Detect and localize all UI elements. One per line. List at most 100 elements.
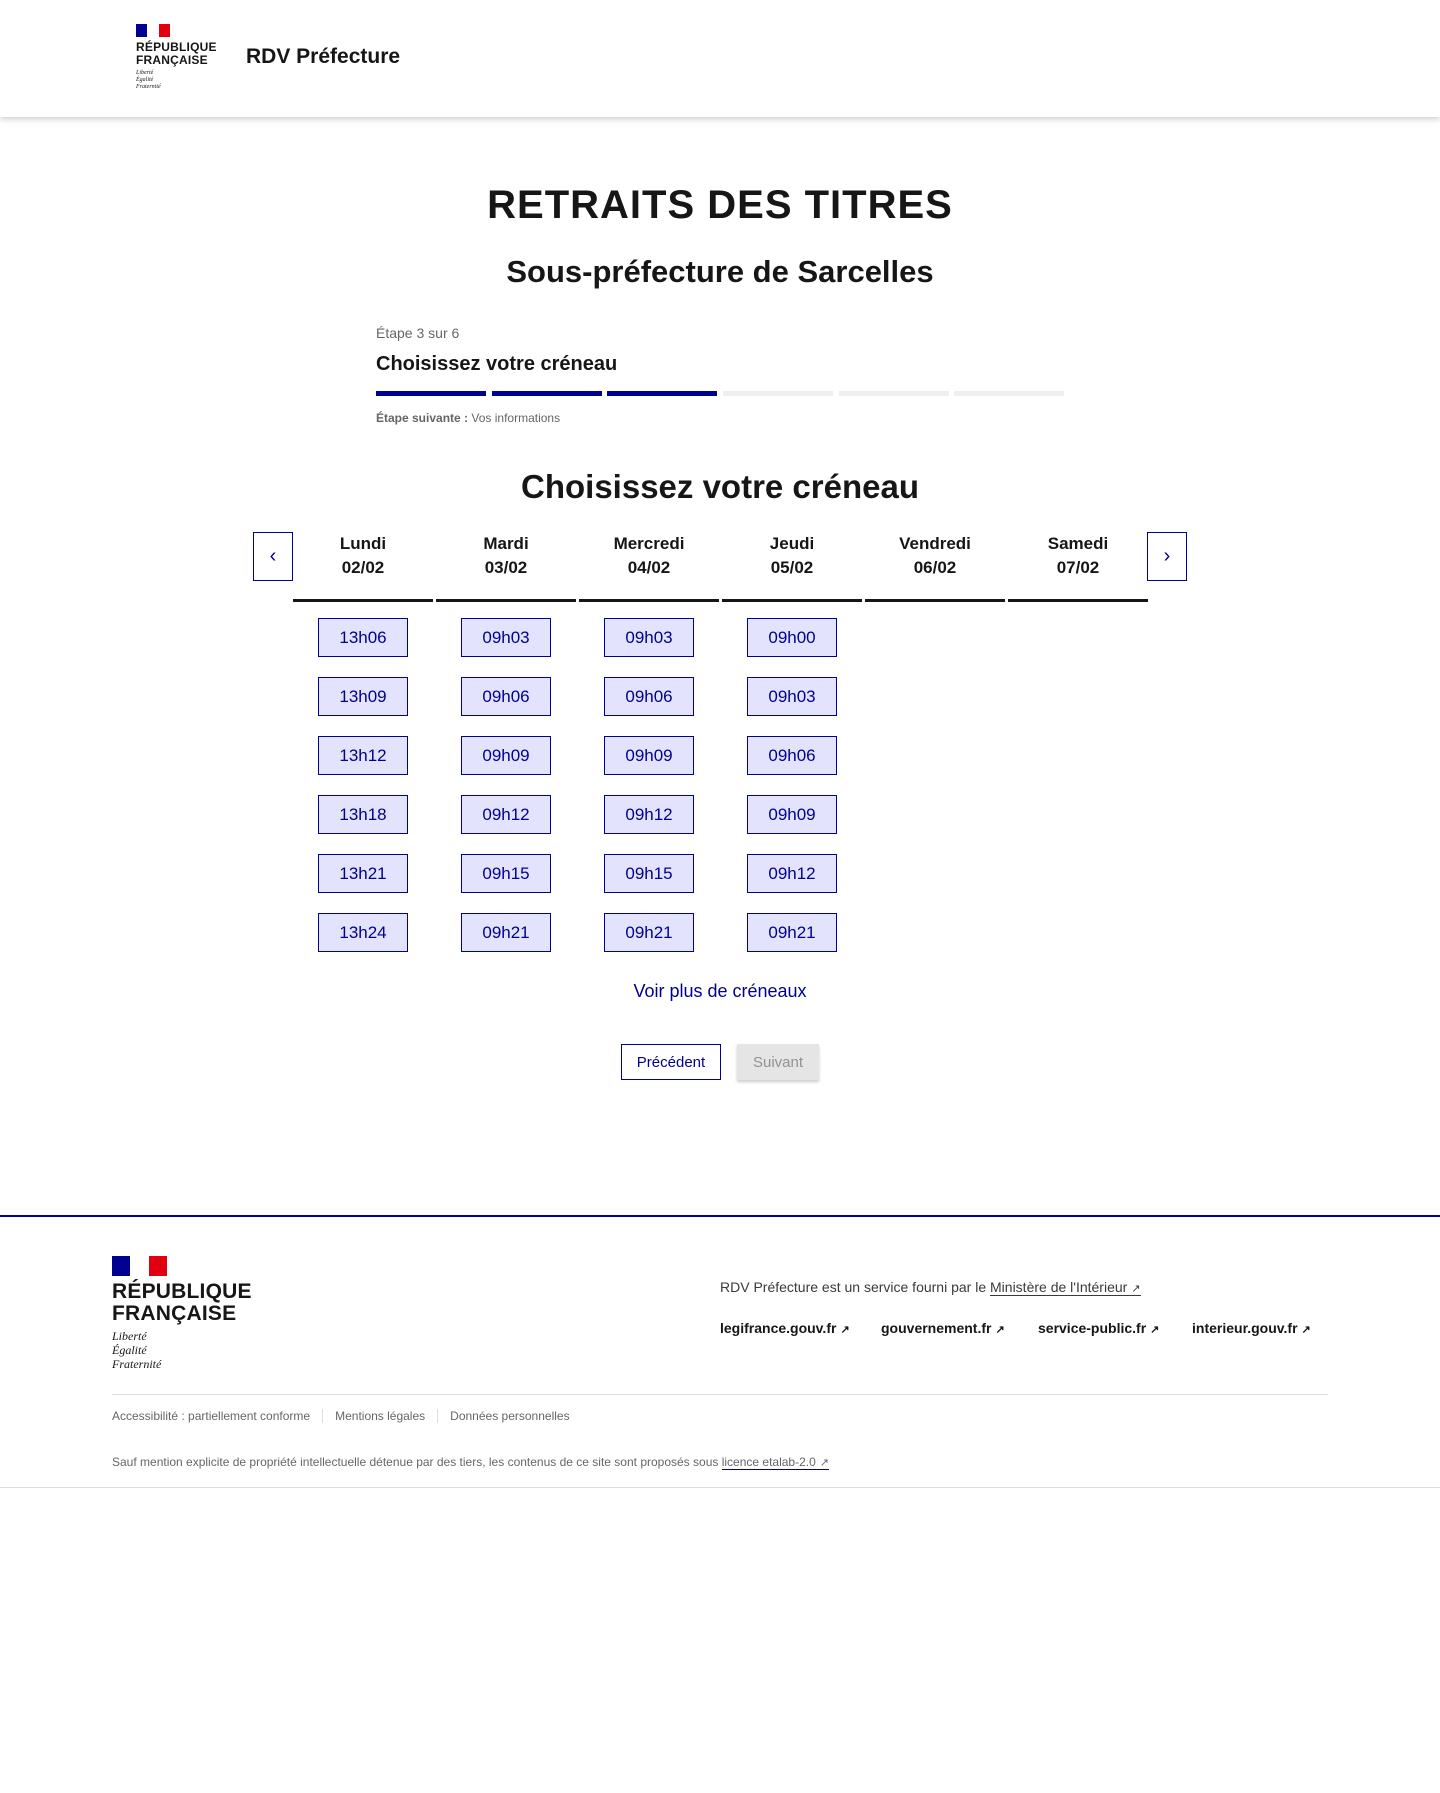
day-date: 04/02 <box>627 558 671 577</box>
external-link-icon: ↗ <box>840 1324 850 1336</box>
more-slots-link[interactable]: Voir plus de créneaux <box>633 981 807 1001</box>
day-name: Samedi <box>1047 534 1109 553</box>
footer-logo-line2: FRANÇAISE <box>112 1302 237 1325</box>
previous-week-button[interactable]: ‹ <box>253 532 293 581</box>
day-name: Mardi <box>483 534 529 553</box>
time-slot-button[interactable]: 09h12 <box>604 795 694 834</box>
previous-button[interactable]: Précédent <box>621 1044 721 1080</box>
footer-logo[interactable]: RÉPUBLIQUE FRANÇAISE Liberté Égalité Frater… <box>112 1256 252 1371</box>
time-slot-button[interactable]: 09h12 <box>461 795 551 834</box>
page-title: RETRAITS DES TITRES <box>487 183 953 227</box>
legal-notice-link[interactable]: Mentions légales <box>323 1409 439 1423</box>
devise-egalite: Égalité <box>136 77 154 83</box>
time-slot-button[interactable]: 09h15 <box>604 854 694 893</box>
day-header: Samedi 07/02 <box>1008 532 1148 580</box>
site-header: RÉPUBLIQUE FRANÇAISE Liberté Égalité Frater… <box>0 0 1440 117</box>
link-label: legifrance.gouv.fr <box>720 1320 837 1336</box>
time-slot-button[interactable]: 09h12 <box>747 854 837 893</box>
day-header: Mercredi 04/02 <box>579 532 719 580</box>
time-slot-button[interactable]: 13h24 <box>318 913 408 952</box>
devise-fraternite: Fraternité <box>136 84 161 90</box>
day-date: 02/02 <box>341 558 385 577</box>
time-slot-button[interactable]: 09h21 <box>461 913 551 952</box>
next-button-disabled[interactable]: Suivant <box>737 1044 819 1080</box>
external-link-icon: ↗ <box>1131 1283 1141 1295</box>
footer-divider <box>112 1394 1328 1395</box>
day-name: Jeudi <box>769 534 815 553</box>
ministry-link-label: Ministère de l'Intérieur <box>990 1279 1128 1295</box>
time-slot-button[interactable]: 13h06 <box>318 618 408 657</box>
day-date: 07/02 <box>1056 558 1100 577</box>
day-header: Jeudi 05/02 <box>722 532 862 580</box>
next-week-button[interactable]: › <box>1147 532 1187 581</box>
day-underline <box>865 599 1005 602</box>
accessibility-link[interactable]: Accessibilité : partiellement conforme <box>112 1409 324 1423</box>
time-slot-button[interactable]: 13h18 <box>318 795 408 834</box>
logo-line1: RÉPUBLIQUE <box>136 40 217 54</box>
progress-segment-3 <box>607 391 717 396</box>
footer-devise-egalite: Égalité <box>112 1343 147 1357</box>
ministry-link[interactable]: Ministère de l'Intérieur ↗ <box>990 1279 1141 1296</box>
time-slot-button[interactable]: 09h15 <box>461 854 551 893</box>
progress-segment-5 <box>839 391 949 396</box>
time-slot-button[interactable]: 09h21 <box>747 913 837 952</box>
time-slot-button[interactable]: 13h12 <box>318 736 408 775</box>
day-underline <box>1008 599 1148 602</box>
chevron-left-icon: ‹ <box>269 545 277 567</box>
time-slot-button[interactable]: 09h09 <box>461 736 551 775</box>
time-slot-button[interactable]: 09h09 <box>604 736 694 775</box>
time-slot-button[interactable]: 09h00 <box>747 618 837 657</box>
footer-devise-fraternite: Fraternité <box>112 1357 162 1371</box>
day-header: Lundi 02/02 <box>293 532 433 580</box>
day-header: Vendredi 06/02 <box>865 532 1005 580</box>
day-underline <box>579 599 719 602</box>
day-date: 05/02 <box>770 558 814 577</box>
footer-link-gouvernement[interactable]: gouvernement.fr ↗ <box>881 1320 1005 1336</box>
step-title: Choisissez votre créneau <box>376 353 618 375</box>
next-step-value: Vos informations <box>471 411 561 425</box>
day-name: Mercredi <box>613 534 685 553</box>
progress-segment-4 <box>723 391 833 396</box>
next-step-info: Étape suivante : Vos informations <box>376 411 560 425</box>
calendar-title: Choisissez votre créneau <box>521 468 919 505</box>
progress-segment-2 <box>492 391 602 396</box>
personal-data-link[interactable]: Données personnelles <box>450 1409 570 1423</box>
external-link-icon: ↗ <box>1301 1324 1311 1336</box>
time-slot-button[interactable]: 09h09 <box>747 795 837 834</box>
day-header: Mardi 03/02 <box>436 532 576 580</box>
link-label: gouvernement.fr <box>881 1320 992 1336</box>
license-link[interactable]: licence etalab-2.0 ↗ <box>721 1455 829 1470</box>
republique-francaise-logo[interactable]: RÉPUBLIQUE FRANÇAISE Liberté Égalité Frater… <box>136 24 217 91</box>
time-slot-button[interactable]: 09h06 <box>461 677 551 716</box>
footer-top-border <box>0 1215 1440 1217</box>
footer-logo-line1: RÉPUBLIQUE <box>112 1280 252 1303</box>
time-slot-button[interactable]: 09h21 <box>604 913 694 952</box>
time-slot-button[interactable]: 13h21 <box>318 854 408 893</box>
day-underline <box>722 599 862 602</box>
external-link-icon: ↗ <box>819 1457 829 1469</box>
footer-devise-liberte: Liberté <box>112 1329 147 1343</box>
time-slot-button[interactable]: 09h06 <box>604 677 694 716</box>
footer-service-text: RDV Préfecture est un service fourni par… <box>720 1279 1141 1296</box>
service-name-link[interactable]: RDV Préfecture <box>246 45 401 68</box>
day-date: 03/02 <box>484 558 528 577</box>
footer-link-service-public[interactable]: service-public.fr ↗ <box>1038 1320 1159 1336</box>
time-slot-button[interactable]: 13h09 <box>318 677 408 716</box>
footer-link-legifrance[interactable]: legifrance.gouv.fr ↗ <box>720 1320 850 1336</box>
day-underline <box>293 599 433 602</box>
flag-icon <box>112 1256 167 1276</box>
step-counter: Étape 3 sur 6 <box>376 325 460 341</box>
footer-link-interieur[interactable]: interieur.gouv.fr ↗ <box>1192 1320 1311 1336</box>
day-date: 06/02 <box>913 558 957 577</box>
external-link-icon: ↗ <box>995 1324 1005 1336</box>
time-slot-button[interactable]: 09h03 <box>604 618 694 657</box>
day-name: Vendredi <box>899 534 971 553</box>
day-name: Lundi <box>339 534 387 553</box>
time-slot-button[interactable]: 09h03 <box>747 677 837 716</box>
footer-bottom-border <box>0 1487 1440 1488</box>
logo-line2: FRANÇAISE <box>136 53 208 67</box>
time-slot-button[interactable]: 09h06 <box>747 736 837 775</box>
time-slot-button[interactable]: 09h03 <box>461 618 551 657</box>
license-text: Sauf mention explicite de propriété inte… <box>112 1455 719 1469</box>
flag-icon <box>136 24 170 37</box>
